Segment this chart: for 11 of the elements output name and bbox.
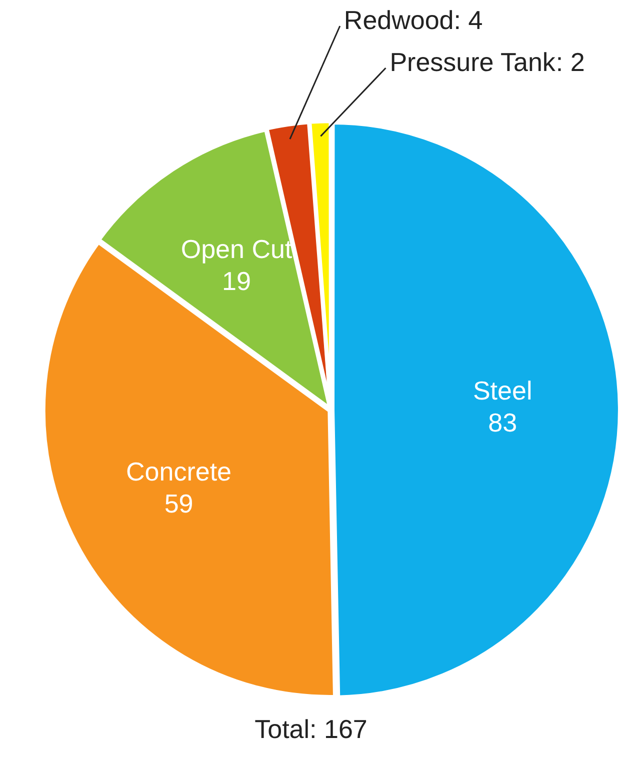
data-label: : 4	[454, 5, 483, 36]
slice-label: Pressure Tank	[390, 47, 556, 78]
data-label: 59	[164, 488, 194, 518]
slice-label: Redwood	[344, 5, 454, 36]
data-label: 19	[222, 266, 251, 296]
slice-label: Steel	[472, 376, 532, 406]
data-label: : 2	[556, 47, 585, 78]
slice-label: Concrete	[126, 456, 232, 486]
data-label: 83	[488, 408, 518, 438]
slice-label: Open Cut	[180, 234, 293, 264]
text: Total: 167	[254, 714, 368, 745]
